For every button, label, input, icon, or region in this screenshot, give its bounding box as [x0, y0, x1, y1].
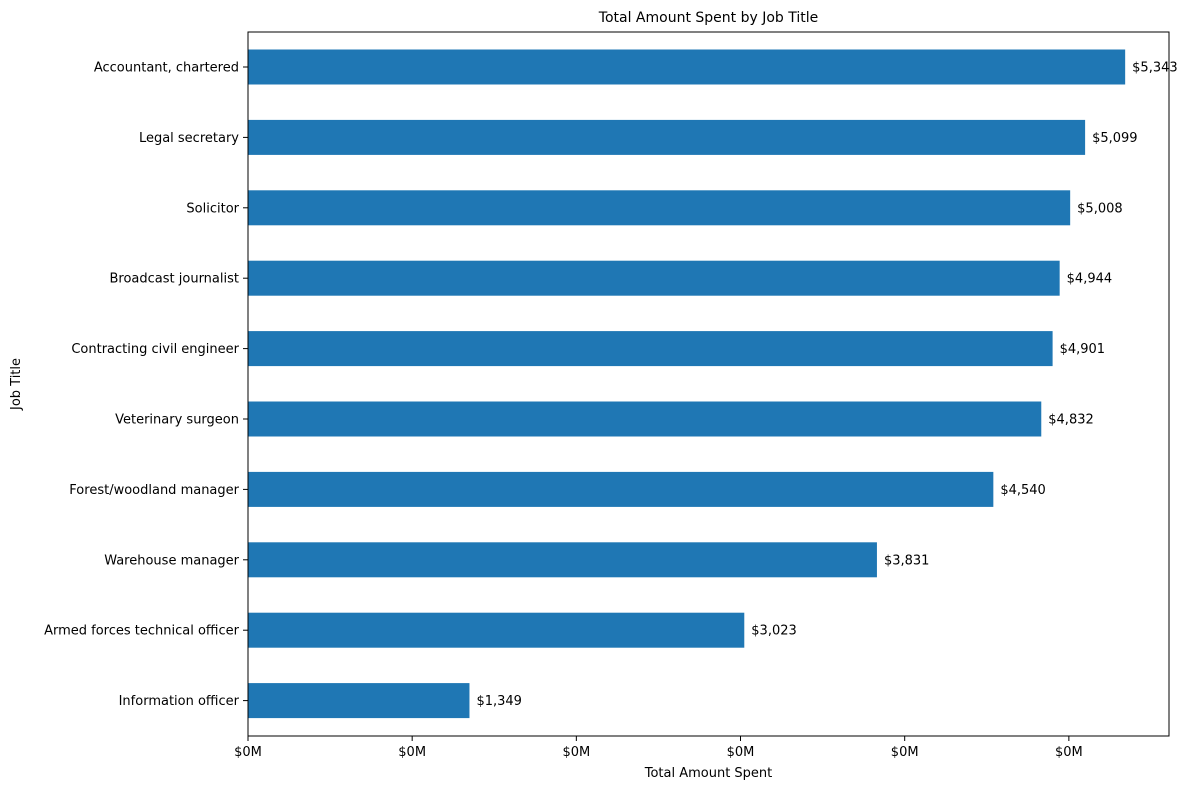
x-tick-label: $0M: [727, 745, 755, 760]
y-tick-label: Warehouse manager: [104, 553, 239, 568]
bar-value-label: $3,023: [751, 624, 797, 639]
y-tick-label: Forest/woodland manager: [69, 483, 239, 498]
y-tick-label: Contracting civil engineer: [71, 342, 239, 357]
y-tick-label: Armed forces technical officer: [44, 624, 240, 639]
chart-title: Total Amount Spent by Job Title: [598, 10, 818, 26]
bar: [248, 331, 1053, 367]
bar: [248, 190, 1071, 226]
bar: [248, 471, 994, 507]
x-tick-label: $0M: [562, 745, 590, 760]
y-axis-ticks: Accountant, chartered Legal secretary Soli…: [44, 61, 248, 709]
bar-value-label: $5,099: [1092, 131, 1138, 146]
bar: [248, 119, 1086, 155]
bar-value-label: $1,349: [476, 694, 522, 709]
x-axis-label: Total Amount Spent: [644, 766, 773, 781]
x-tick-label: $0M: [234, 745, 262, 760]
bar: [248, 49, 1126, 85]
y-tick-label: Legal secretary: [139, 131, 239, 146]
bar-value-label: $4,944: [1067, 272, 1113, 287]
y-tick-label: Accountant, chartered: [94, 61, 239, 76]
bar: [248, 401, 1042, 437]
y-tick-label: Broadcast journalist: [110, 272, 240, 287]
x-axis-ticks: $0M $0M $0M $0M $0M $0M: [234, 736, 1083, 760]
x-tick-label: $0M: [1055, 745, 1083, 760]
bar-value-label: $5,343: [1132, 61, 1178, 76]
bar: [248, 612, 745, 648]
bar-value-label: $3,831: [884, 553, 930, 568]
bar-value-label: $4,540: [1000, 483, 1046, 498]
y-tick-label: Information officer: [119, 694, 240, 709]
value-labels: $5,343 $5,099 $5,008 $4,944 $4,901 $4,832 $4,5…: [476, 61, 1177, 710]
bars: [248, 49, 1126, 719]
bar: [248, 542, 877, 578]
x-tick-label: $0M: [398, 745, 426, 760]
plot-frame: [247, 31, 1170, 737]
bar: [248, 260, 1060, 296]
x-tick-label: $0M: [891, 745, 919, 760]
y-tick-label: Solicitor: [186, 201, 239, 216]
bar-value-label: $4,901: [1060, 342, 1106, 357]
y-tick-label: Veterinary surgeon: [115, 413, 239, 428]
y-axis-label: Job Title: [9, 358, 24, 411]
bar: [248, 683, 470, 719]
bar-value-label: $4,832: [1048, 413, 1094, 428]
bar-value-label: $5,008: [1077, 201, 1123, 216]
